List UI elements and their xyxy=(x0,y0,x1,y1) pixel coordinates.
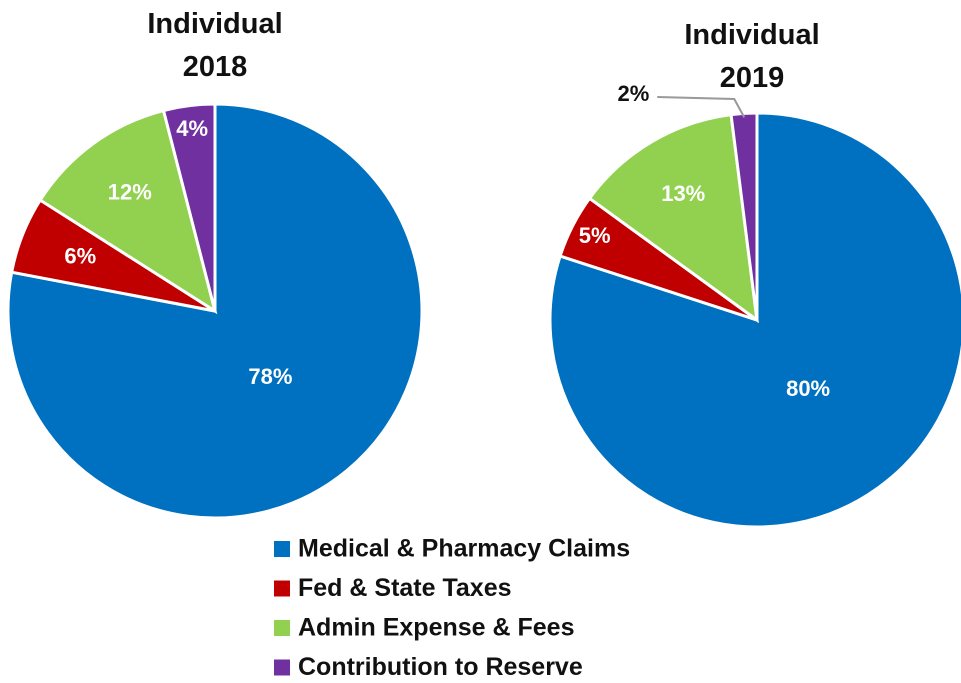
data-label: 5% xyxy=(579,223,611,248)
data-label: 80% xyxy=(786,376,830,401)
data-label: 6% xyxy=(64,243,96,268)
legend-label: Fed & State Taxes xyxy=(298,574,512,602)
chart-title: Individual 2019 xyxy=(684,19,820,94)
pie-slice xyxy=(161,102,217,312)
data-label: 78% xyxy=(248,364,292,389)
chart-title: Individual 2018 xyxy=(147,8,283,83)
pie-slice xyxy=(38,108,218,315)
data-label: 4% xyxy=(176,116,208,141)
legend-label: Admin Expense & Fees xyxy=(298,614,574,642)
legend-swatch xyxy=(274,541,290,557)
data-label: 2% xyxy=(617,81,649,106)
pie-slice xyxy=(587,112,759,324)
legend-swatch xyxy=(274,620,290,636)
data-label: 12% xyxy=(108,180,152,205)
legend-swatch xyxy=(274,580,290,597)
pie-slice xyxy=(729,111,759,321)
data-label: 13% xyxy=(661,181,705,206)
leader-line xyxy=(657,96,746,118)
legend-label: Contribution to Reserve xyxy=(298,653,583,681)
legend-swatch xyxy=(274,659,290,676)
legend-label: Medical & Pharmacy Claims xyxy=(298,535,630,563)
